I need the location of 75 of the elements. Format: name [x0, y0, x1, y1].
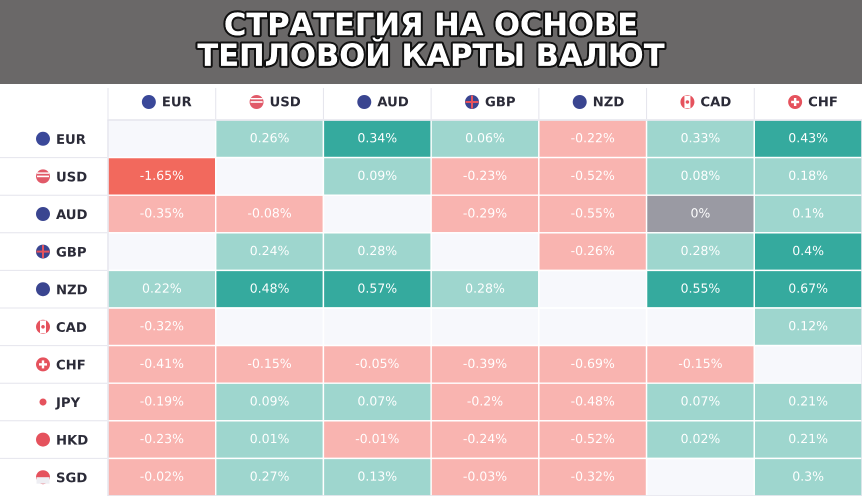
data-label: 0.09%	[250, 396, 289, 406]
data-label: -0.23%	[140, 434, 184, 444]
data-label: 0.22%	[142, 283, 182, 293]
data-label: 0.57%	[358, 283, 396, 293]
data-label: 0.13%	[358, 471, 396, 481]
data-label: -0.15%	[248, 358, 291, 368]
data-label: 0%	[691, 208, 710, 218]
data-label: -0.05%	[356, 358, 399, 368]
data-label: -0.41%	[140, 358, 184, 368]
data-label: -0.02%	[140, 471, 184, 481]
data-label: -0.32%	[140, 320, 184, 330]
y-tick-label: HKD	[57, 434, 88, 445]
data-label: -0.2%	[467, 396, 502, 406]
y-tick-label: AUD	[56, 209, 87, 220]
data-label: -0.32%	[571, 471, 614, 481]
data-label: -0.52%	[571, 170, 614, 180]
data-label: -0.23%	[464, 170, 506, 180]
data-label: -0.08%	[248, 208, 291, 218]
y-tick-label: NZD	[57, 284, 87, 294]
data-label: 0.33%	[681, 132, 720, 142]
data-label: 0.12%	[789, 320, 828, 330]
data-label: 0.02%	[681, 434, 720, 444]
data-label: 0.28%	[466, 283, 504, 293]
data-label: 0.43%	[789, 132, 828, 142]
data-label: 0.3%	[793, 471, 824, 481]
data-label: -0.24%	[464, 434, 506, 444]
data-label: 0.21%	[789, 434, 828, 444]
data-label: -0.35%	[140, 208, 184, 218]
data-label: -0.55%	[571, 208, 614, 218]
y-tick-label: EUR	[57, 134, 86, 144]
x-tick-label: GBP	[486, 96, 516, 106]
data-label: -0.03%	[464, 471, 506, 481]
y-tick-label: JPY	[55, 397, 80, 410]
data-label: 0.06%	[466, 132, 504, 142]
data-label: -0.52%	[571, 434, 614, 444]
data-label: 0.07%	[358, 396, 396, 406]
y-tick-label: SGD	[56, 472, 87, 482]
x-tick-label: USD	[270, 96, 300, 106]
data-label: -0.22%	[571, 132, 614, 142]
data-label: -0.39%	[464, 358, 506, 368]
data-label: 0.28%	[358, 246, 396, 256]
data-label: 0.21%	[789, 396, 828, 406]
data-label: 0.07%	[681, 396, 720, 406]
x-tick-label: NZD	[594, 96, 624, 106]
x-tick-label: AUD	[377, 96, 408, 106]
data-label: -0.01%	[356, 434, 399, 444]
data-label: -0.15%	[678, 358, 722, 368]
data-label: -0.69%	[571, 358, 614, 368]
data-label: -0.48%	[571, 396, 614, 406]
data-label: 0.34%	[358, 132, 396, 142]
x-tick-label: EUR	[163, 96, 192, 106]
data-label: 0.09%	[358, 170, 396, 180]
data-label: 0.1%	[793, 208, 824, 218]
data-label: 0.48%	[250, 283, 289, 293]
data-label: 0.08%	[681, 170, 720, 180]
data-label: -0.26%	[571, 246, 614, 256]
data-label: 0.28%	[681, 246, 720, 256]
data-label: 0.01%	[250, 434, 289, 444]
chart-title: СТРАТЕГИЯ НА ОСНОВЕ ТЕПЛОВОЙ КАРТЫ ВАЛЮТ	[197, 12, 664, 66]
x-tick-label: CHF	[808, 96, 837, 106]
data-label: 0.24%	[250, 246, 289, 256]
data-label: 0.26%	[250, 132, 289, 142]
data-label: 0.4%	[793, 246, 824, 256]
data-label: 0.67%	[789, 283, 828, 293]
x-tick-label: CAD	[701, 96, 731, 106]
y-tick-label: CAD	[56, 322, 86, 332]
data-label: -1.65%	[140, 170, 184, 180]
y-tick-label: CHF	[56, 360, 85, 370]
data-label: 0.55%	[681, 283, 720, 293]
y-tick-label: USD	[57, 172, 86, 182]
data-label: -0.19%	[140, 396, 184, 406]
data-label: 0.27%	[250, 471, 289, 481]
y-tick-label: GBP	[56, 246, 86, 257]
data-label: 0.18%	[789, 170, 828, 180]
data-label: -0.29%	[464, 208, 506, 218]
